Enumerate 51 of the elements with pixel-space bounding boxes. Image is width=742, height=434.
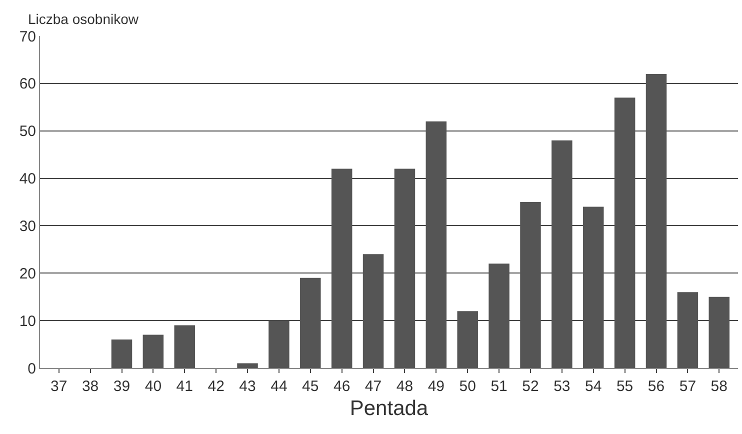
bar — [300, 278, 321, 368]
bar — [331, 168, 352, 368]
x-tick-label: 47 — [364, 378, 382, 395]
x-tick-label: 38 — [82, 378, 99, 395]
x-tick-label: 46 — [333, 378, 350, 395]
y-tick-label: 0 — [28, 360, 36, 378]
bar — [268, 320, 290, 368]
bar — [488, 264, 510, 368]
bar — [174, 325, 196, 368]
bar — [394, 168, 416, 368]
bar — [457, 311, 478, 368]
bar — [237, 363, 258, 368]
x-tick-label: 52 — [522, 378, 539, 395]
x-tick-label: 55 — [616, 378, 634, 395]
x-tick-label: 41 — [176, 378, 193, 395]
bar — [614, 98, 636, 368]
x-tick-label: 45 — [302, 378, 319, 395]
x-tick-label: 42 — [208, 378, 224, 395]
bar — [708, 296, 730, 368]
x-tick-label: 44 — [270, 378, 288, 395]
y-tick-label: 50 — [19, 123, 36, 140]
x-tick-label: 56 — [648, 378, 665, 395]
x-tick-label: 40 — [144, 378, 162, 395]
y-tick-label: 10 — [19, 312, 36, 330]
y-tick-label: 70 — [19, 28, 36, 46]
x-tick-label: 48 — [396, 378, 414, 395]
bar — [677, 292, 698, 368]
y-tick-label: 60 — [19, 76, 36, 93]
x-tick-label: 49 — [428, 378, 445, 395]
bar — [142, 334, 164, 368]
y-tick-label: 20 — [19, 265, 36, 282]
x-tick-label: 53 — [554, 378, 570, 395]
x-tick-label: 39 — [113, 378, 130, 395]
y-axis-title: Liczba osobnikow — [28, 11, 140, 27]
bar — [111, 340, 132, 368]
x-tick-label: 54 — [585, 378, 602, 395]
bar — [362, 254, 384, 368]
x-tick-label: 43 — [239, 378, 256, 395]
x-tick-label: 37 — [50, 378, 68, 395]
y-tick-label: 30 — [19, 218, 36, 235]
x-tick-label: 50 — [459, 378, 476, 395]
x-tick-label: 58 — [710, 378, 728, 395]
bar — [552, 140, 572, 368]
x-tick-label: 51 — [490, 378, 508, 395]
bar — [582, 206, 604, 368]
y-tick-label: 40 — [19, 170, 36, 188]
bar — [646, 74, 667, 368]
x-tick-label: 57 — [679, 378, 696, 395]
bar — [426, 121, 447, 368]
bar — [520, 202, 541, 368]
x-axis-title: Pentada — [350, 397, 428, 420]
